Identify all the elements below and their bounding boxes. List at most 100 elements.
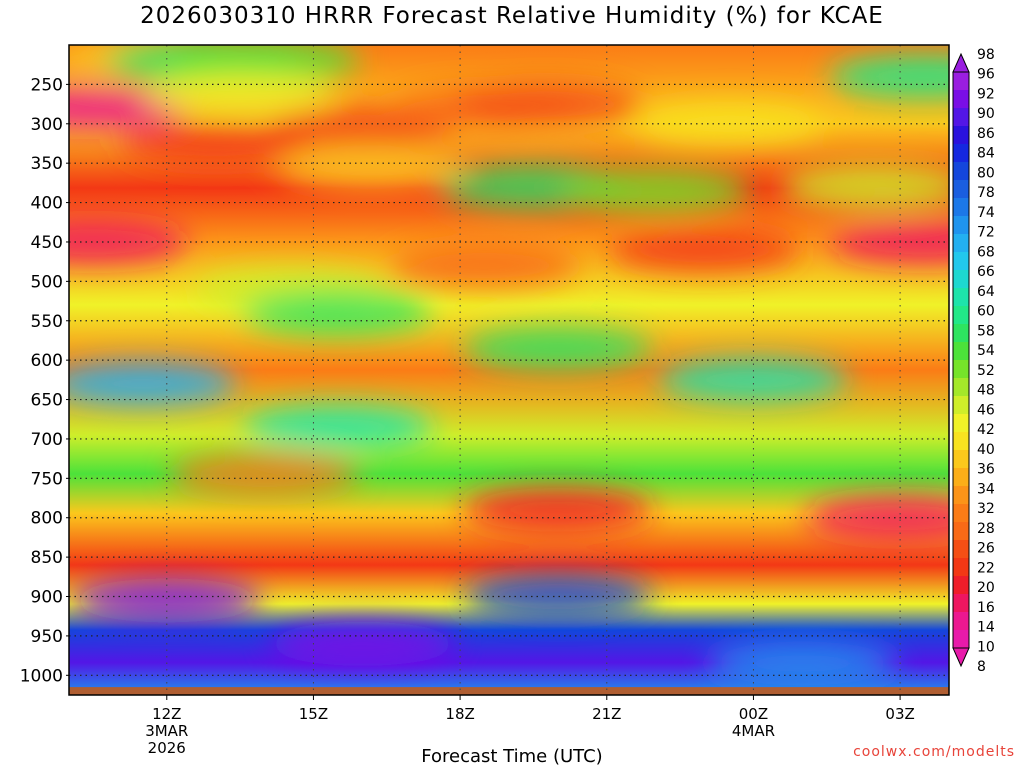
rh-cell bbox=[462, 326, 653, 371]
colorbar-label: 64 bbox=[977, 284, 995, 300]
y-tick-label: 1000 bbox=[20, 666, 63, 686]
rh-cell bbox=[462, 574, 653, 619]
x-tick-label: 00Z bbox=[739, 705, 768, 723]
colorbar-label: 52 bbox=[977, 363, 995, 379]
colorbar-swatch bbox=[953, 486, 969, 505]
colorbar-swatch bbox=[953, 270, 969, 289]
colorbar-label: 22 bbox=[977, 560, 995, 576]
colorbar-label: 96 bbox=[977, 67, 995, 83]
y-tick-label: 600 bbox=[31, 351, 63, 371]
colorbar-label: 68 bbox=[977, 244, 995, 260]
colorbar-swatch bbox=[953, 558, 969, 577]
colorbar-label: 42 bbox=[977, 422, 995, 438]
rh-cell bbox=[805, 495, 949, 540]
colorbar-label: 14 bbox=[977, 620, 995, 636]
y-tick-label: 450 bbox=[31, 233, 63, 253]
colorbar-label: 28 bbox=[977, 521, 995, 537]
colorbar-swatch bbox=[953, 306, 969, 325]
colorbar-label: 78 bbox=[977, 185, 995, 201]
rh-cell bbox=[389, 243, 580, 288]
colorbar-swatch bbox=[953, 576, 969, 595]
colorbar-swatch bbox=[953, 450, 969, 469]
x-tick-label: 12Z bbox=[152, 705, 181, 723]
colorbar-swatch bbox=[953, 594, 969, 613]
rh-cell bbox=[453, 82, 644, 127]
colorbar-swatch bbox=[953, 630, 969, 649]
x-tick-sublabel: 4MAR bbox=[732, 722, 775, 740]
y-tick-label: 250 bbox=[31, 75, 63, 95]
rh-cell bbox=[267, 621, 458, 666]
colorbar-label: 84 bbox=[977, 146, 995, 162]
colorbar-swatch bbox=[953, 288, 969, 307]
colorbar-label: 46 bbox=[977, 402, 995, 418]
chart-title: 2026030310 HRRR Forecast Relative Humidi… bbox=[140, 3, 884, 29]
colorbar-label: 54 bbox=[977, 343, 995, 359]
colorbar-swatch bbox=[953, 108, 969, 127]
colorbar-swatch bbox=[953, 342, 969, 361]
colorbar-swatch bbox=[953, 522, 969, 541]
colorbar-label: 92 bbox=[977, 86, 995, 102]
x-axis-title: Forecast Time (UTC) bbox=[421, 746, 603, 767]
y-tick-label: 900 bbox=[31, 588, 63, 608]
colorbar-label: 58 bbox=[977, 323, 995, 339]
y-tick-label: 750 bbox=[31, 469, 63, 489]
colorbar-swatch bbox=[953, 378, 969, 397]
x-tick-sublabel: 3MAR bbox=[145, 722, 188, 740]
colorbar-label: 26 bbox=[977, 541, 995, 557]
rh-cell bbox=[71, 578, 262, 623]
rh-cell bbox=[829, 54, 949, 99]
colorbar-label: 90 bbox=[977, 106, 995, 122]
colorbar-frame bbox=[952, 71, 970, 649]
credit-text[interactable]: coolwx.com/modelts bbox=[853, 744, 1015, 760]
colorbar-swatch bbox=[953, 468, 969, 487]
rh-cell bbox=[169, 452, 360, 497]
y-tick-label: 350 bbox=[31, 154, 63, 174]
colorbar-swatch bbox=[953, 126, 969, 145]
colorbar-swatch bbox=[953, 90, 969, 109]
x-tick-label: 18Z bbox=[445, 705, 474, 723]
colorbar-swatch bbox=[953, 396, 969, 415]
colorbar-label: 86 bbox=[977, 126, 995, 142]
plot-area bbox=[69, 45, 949, 695]
rh-cell bbox=[658, 357, 849, 402]
colorbar-bottom-arrow bbox=[952, 647, 970, 668]
colorbar-swatch bbox=[953, 72, 969, 91]
colorbar-swatch bbox=[953, 360, 969, 379]
y-tick-label: 800 bbox=[31, 509, 63, 529]
colorbar-swatch bbox=[953, 324, 969, 343]
colorbar-label: 66 bbox=[977, 264, 995, 280]
colorbar-label: 34 bbox=[977, 481, 995, 497]
rh-cell bbox=[780, 164, 949, 209]
colorbar-label: 40 bbox=[977, 442, 995, 458]
rh-cell bbox=[277, 145, 468, 190]
colorbar-swatch bbox=[953, 504, 969, 523]
colorbar-swatch bbox=[953, 144, 969, 163]
rh-cell bbox=[69, 219, 189, 264]
y-tick-label: 500 bbox=[31, 272, 63, 292]
rh-cell bbox=[609, 227, 800, 272]
colorbar-label: 80 bbox=[977, 165, 995, 181]
colorbar-top-arrow bbox=[952, 52, 970, 73]
plot-frame bbox=[68, 44, 950, 696]
colorbar-label: 98 bbox=[977, 47, 995, 63]
y-tick-label: 400 bbox=[31, 194, 63, 214]
grid-lines bbox=[69, 45, 949, 695]
colorbar-label: 36 bbox=[977, 462, 995, 478]
x-tick-label: 03Z bbox=[885, 705, 914, 723]
y-tick-label: 300 bbox=[31, 115, 63, 135]
colorbar-swatch bbox=[953, 180, 969, 199]
colorbar: 98 96 92 90 86 84 80 78 74 72 68 66 64 60 58 54 52 48 46 42… bbox=[952, 47, 995, 675]
y-tick-label: 950 bbox=[31, 627, 63, 647]
colorbar-swatch bbox=[953, 612, 969, 631]
rh-cell bbox=[560, 168, 751, 213]
colorbar-label: 32 bbox=[977, 501, 995, 517]
terrain-band bbox=[69, 687, 949, 695]
colorbar-label: 20 bbox=[977, 580, 995, 596]
rh-cell bbox=[120, 121, 311, 166]
x-tick-label: 15Z bbox=[299, 705, 328, 723]
y-tick-label: 700 bbox=[31, 430, 63, 450]
y-tick-label: 550 bbox=[31, 312, 63, 332]
colorbar-swatch bbox=[953, 414, 969, 433]
